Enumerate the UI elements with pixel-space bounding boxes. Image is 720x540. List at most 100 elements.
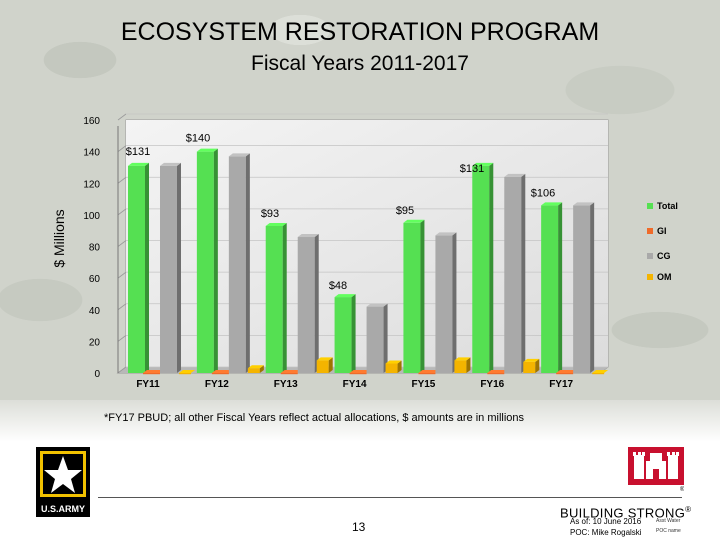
legend-swatch-total (647, 203, 653, 209)
bar-cg-fy17 (573, 205, 591, 373)
data-label-fy12: $140 (186, 133, 210, 145)
gridline-diag-20 (117, 335, 127, 342)
bar-top-total-fy17 (541, 202, 563, 206)
bar-gi-fy12 (211, 373, 229, 375)
bar-side-om-fy16 (535, 358, 540, 373)
x-tick-label-fy15: FY15 (411, 379, 435, 390)
bar-gi-fy14 (349, 373, 367, 375)
bar-top-gi-fy12 (211, 370, 233, 373)
bar-top-cg-fy11 (160, 162, 181, 166)
bar-top-cg-fy12 (228, 153, 250, 157)
gridline-diag-140 (117, 145, 127, 152)
bar-side-total-fy11 (145, 162, 149, 373)
bar-side-om-fy13 (328, 357, 333, 373)
gridline-diag-80 (117, 240, 127, 247)
bar-side-total-fy17 (558, 202, 563, 373)
x-tick-label-fy14: FY14 (343, 379, 367, 390)
y-tick-label-100: 100 (83, 211, 100, 222)
bar-gi-fy13 (280, 373, 298, 375)
legend-label-gi: GI (657, 226, 667, 236)
bar-total-fy11 (128, 165, 145, 373)
bar-top-total-fy15 (403, 219, 425, 223)
y-tick-label-140: 140 (83, 148, 100, 159)
bar-top-gi-fy13 (280, 370, 302, 373)
bar-cg-fy16 (504, 176, 522, 373)
registered-mark: ® (680, 486, 684, 491)
bar-top-total-fy16 (472, 162, 494, 166)
bar-side-cg-fy13 (314, 234, 319, 373)
data-label-fy15: $95 (396, 205, 414, 217)
building-strong-brand: BUILDING STRONG® (560, 505, 691, 520)
y-tick-label-20: 20 (89, 337, 101, 348)
bar-side-om-fy14 (397, 360, 402, 373)
bar-total-fy16 (472, 165, 490, 373)
bar-om-fy14 (385, 363, 398, 373)
us-army-wordmark: U.S.ARMY (36, 501, 90, 517)
bar-side-om-fy12 (259, 365, 264, 373)
corps-of-engineers-castle-logo: ® (628, 447, 684, 491)
legend-swatch-om (647, 274, 653, 280)
x-tick-label-fy12: FY12 (205, 379, 229, 390)
us-army-star-logo (36, 447, 90, 501)
bar-top-total-fy14 (334, 294, 356, 298)
bar-total-fy13 (265, 225, 283, 373)
bar-om-fy15 (454, 360, 467, 373)
data-label-fy16: $131 (460, 163, 484, 175)
y-tick-label-60: 60 (89, 274, 101, 285)
bar-side-cg-fy12 (245, 153, 250, 373)
bar-top-gi-fy11 (143, 370, 164, 373)
bar-top-cg-fy14 (366, 303, 388, 307)
y-tick-label-80: 80 (89, 243, 101, 254)
bar-top-om-fy15 (454, 357, 471, 361)
bar-top-om-fy14 (385, 360, 402, 364)
bar-side-cg-fy11 (177, 162, 181, 373)
gridline-diag-120 (117, 176, 127, 184)
footer-tiny-label-2: POC name (656, 528, 681, 534)
bar-total-fy15 (403, 222, 421, 373)
bar-top-cg-fy16 (504, 173, 526, 177)
bar-total-fy14 (334, 297, 352, 373)
brand-text: BUILDING STRONG (560, 505, 686, 521)
bar-om-fy11 (179, 373, 191, 375)
bar-om-fy13 (316, 360, 329, 373)
bar-side-total-fy12 (213, 148, 218, 373)
bar-top-om-fy11 (179, 370, 195, 373)
legend-label-cg: CG (657, 251, 671, 261)
page-subtitle: Fiscal Years 2011-2017 (251, 52, 469, 75)
legend-swatch-gi (647, 228, 653, 234)
bar-top-total-fy12 (196, 148, 218, 152)
bar-side-total-fy14 (351, 294, 356, 373)
data-label-fy13: $93 (261, 208, 279, 220)
bar-side-cg-fy15 (452, 232, 457, 373)
bar-cg-fy13 (297, 237, 315, 373)
bar-top-gi-fy16 (487, 370, 509, 373)
data-label-fy11: $131 (126, 146, 150, 158)
footnote: *FY17 PBUD; all other Fiscal Years refle… (104, 412, 525, 424)
gridline-diag-40 (117, 303, 127, 311)
bar-cg-fy15 (435, 235, 453, 373)
bar-cg-fy11 (160, 165, 177, 373)
x-tick-label-fy13: FY13 (274, 379, 298, 390)
footer-rule (98, 497, 682, 498)
bar-top-om-fy16 (523, 358, 540, 362)
page-title: ECOSYSTEM RESTORATION PROGRAM (120, 18, 600, 46)
gridline-diag-100 (117, 208, 127, 216)
bar-top-cg-fy17 (573, 202, 595, 206)
data-label-fy17: $106 (531, 187, 555, 199)
y-tick-label-40: 40 (89, 306, 101, 317)
bar-side-total-fy16 (489, 162, 494, 373)
legend-label-om: OM (657, 272, 672, 282)
as-of-date: As of: 10 June 2016 (570, 517, 642, 526)
gridline-diag-60 (117, 271, 127, 279)
y-axis-title: $ Millions (51, 209, 67, 267)
bar-gi-fy15 (418, 373, 436, 375)
y-tick-label-120: 120 (83, 179, 100, 190)
x-tick-label-fy16: FY16 (480, 379, 504, 390)
bar-gi-fy16 (487, 373, 505, 375)
poc-name: POC: Mike Rogalski (570, 528, 642, 537)
bar-top-total-fy13 (265, 222, 287, 226)
bar-gi-fy17 (556, 373, 574, 375)
bar-top-om-fy17 (592, 370, 609, 373)
footer-tiny-label-1: Asst Water (656, 518, 681, 524)
bar-top-cg-fy13 (297, 234, 319, 238)
